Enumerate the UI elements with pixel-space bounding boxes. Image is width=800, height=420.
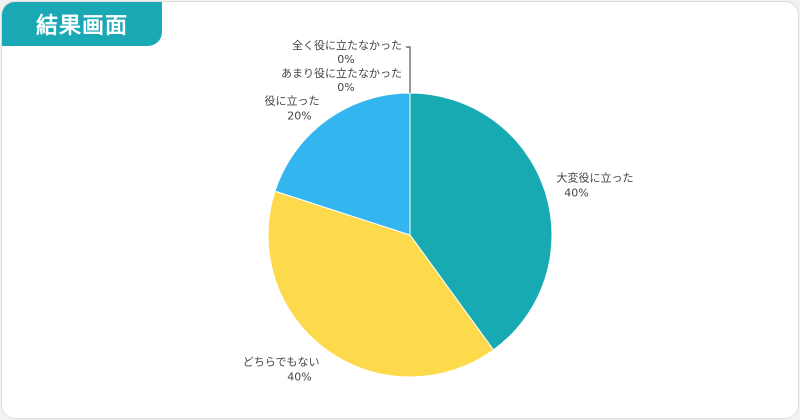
svg-text:あまり役に立たなかった: あまり役に立たなかった [281,66,402,80]
pie-label-2: どちらでもない 40% [243,356,320,384]
pie-label-1: 大変役に立った 40% [556,170,633,199]
svg-text:40%: 40% [287,371,311,384]
pie-slice-1 [409,92,553,351]
pie-label-3: 役に立った 20% [264,93,319,122]
svg-text:0%: 0% [337,53,354,66]
svg-text:役に立った: 役に立った [264,93,319,107]
svg-text:大変役に立った: 大変役に立った [556,170,633,184]
pie-slice-2 [267,190,495,378]
svg-text:20%: 20% [287,109,311,122]
svg-text:40%: 40% [564,186,588,199]
svg-text:どちらでもない: どちらでもない [243,356,320,369]
pie-slice-3 [274,92,411,236]
pie-leader-line [406,46,411,93]
svg-text:全く役に立たなかった: 全く役に立たなかった [292,38,402,52]
result-badge: 結果画面 [2,2,162,46]
svg-text:0%: 0% [337,81,354,94]
